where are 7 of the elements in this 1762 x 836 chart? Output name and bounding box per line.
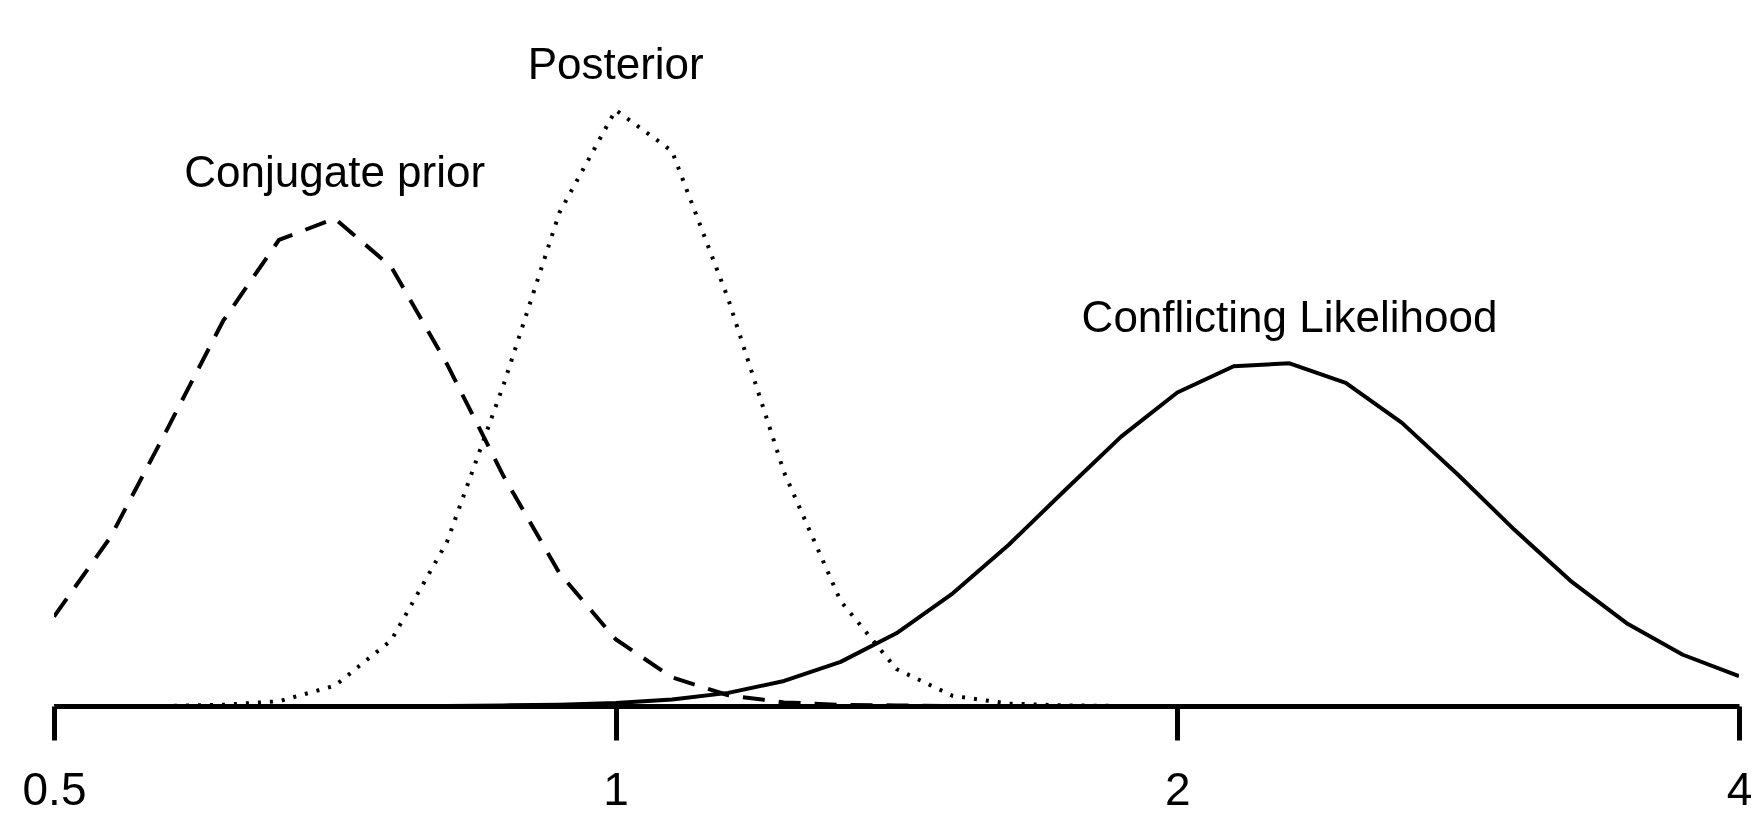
x-tick-label: 0.5 <box>22 762 87 815</box>
series-label: Posterior <box>527 39 704 88</box>
series-label: Conflicting Likelihood <box>1081 292 1498 342</box>
x-tick-label: 4 <box>1726 762 1753 815</box>
x-tick-label: 2 <box>1165 762 1191 815</box>
x-tick-label: 1 <box>603 762 629 815</box>
series-label: Conjugate prior <box>184 147 486 197</box>
